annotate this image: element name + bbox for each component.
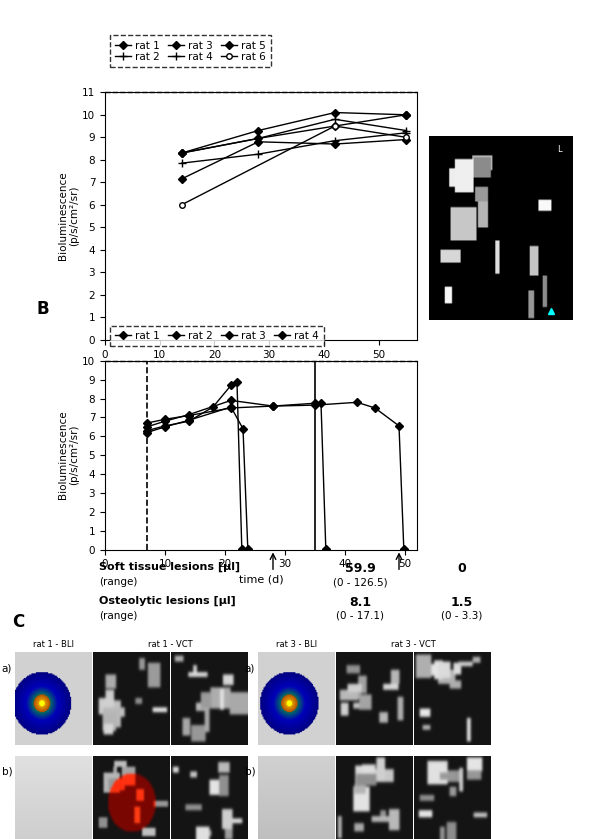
Text: L: L [557,145,562,154]
X-axis label: time (d): time (d) [239,365,283,375]
Text: rat 3 - VCT: rat 3 - VCT [391,640,436,649]
Legend: rat 1, rat 2, rat 3, rat 4, rat 5, rat 6: rat 1, rat 2, rat 3, rat 4, rat 5, rat 6 [110,35,271,67]
Text: a): a) [245,663,255,673]
Text: B: B [37,300,49,318]
Text: 1.5: 1.5 [451,596,473,608]
Y-axis label: Bioluminescence
(p/s/cm²/sr): Bioluminescence (p/s/cm²/sr) [58,411,79,499]
Text: 8.1: 8.1 [349,596,371,608]
Text: (range): (range) [99,611,137,621]
Text: Soft tissue lesions [µl]: Soft tissue lesions [µl] [99,562,240,572]
Text: C: C [12,612,24,631]
X-axis label: time (d): time (d) [239,575,283,585]
Legend: rat 1, rat 2, rat 3, rat 4: rat 1, rat 2, rat 3, rat 4 [110,326,324,347]
Text: (0 - 17.1): (0 - 17.1) [336,611,384,621]
Text: (range): (range) [99,577,137,587]
Text: b): b) [245,767,256,777]
Text: 59.9: 59.9 [344,562,376,575]
Text: rat 1 - BLI: rat 1 - BLI [32,640,74,649]
Text: Osteolytic lesions [µl]: Osteolytic lesions [µl] [99,596,236,606]
Y-axis label: Bioluminescence
(p/s/cm²/sr): Bioluminescence (p/s/cm²/sr) [58,172,79,260]
Text: (0 - 3.3): (0 - 3.3) [442,611,482,621]
Text: rat 1 - VCT: rat 1 - VCT [148,640,193,649]
Text: (0 - 126.5): (0 - 126.5) [332,577,388,587]
Text: a): a) [2,663,12,673]
Text: rat 3 - BLI: rat 3 - BLI [275,640,317,649]
Text: 0: 0 [458,562,466,575]
Text: b): b) [2,767,13,777]
